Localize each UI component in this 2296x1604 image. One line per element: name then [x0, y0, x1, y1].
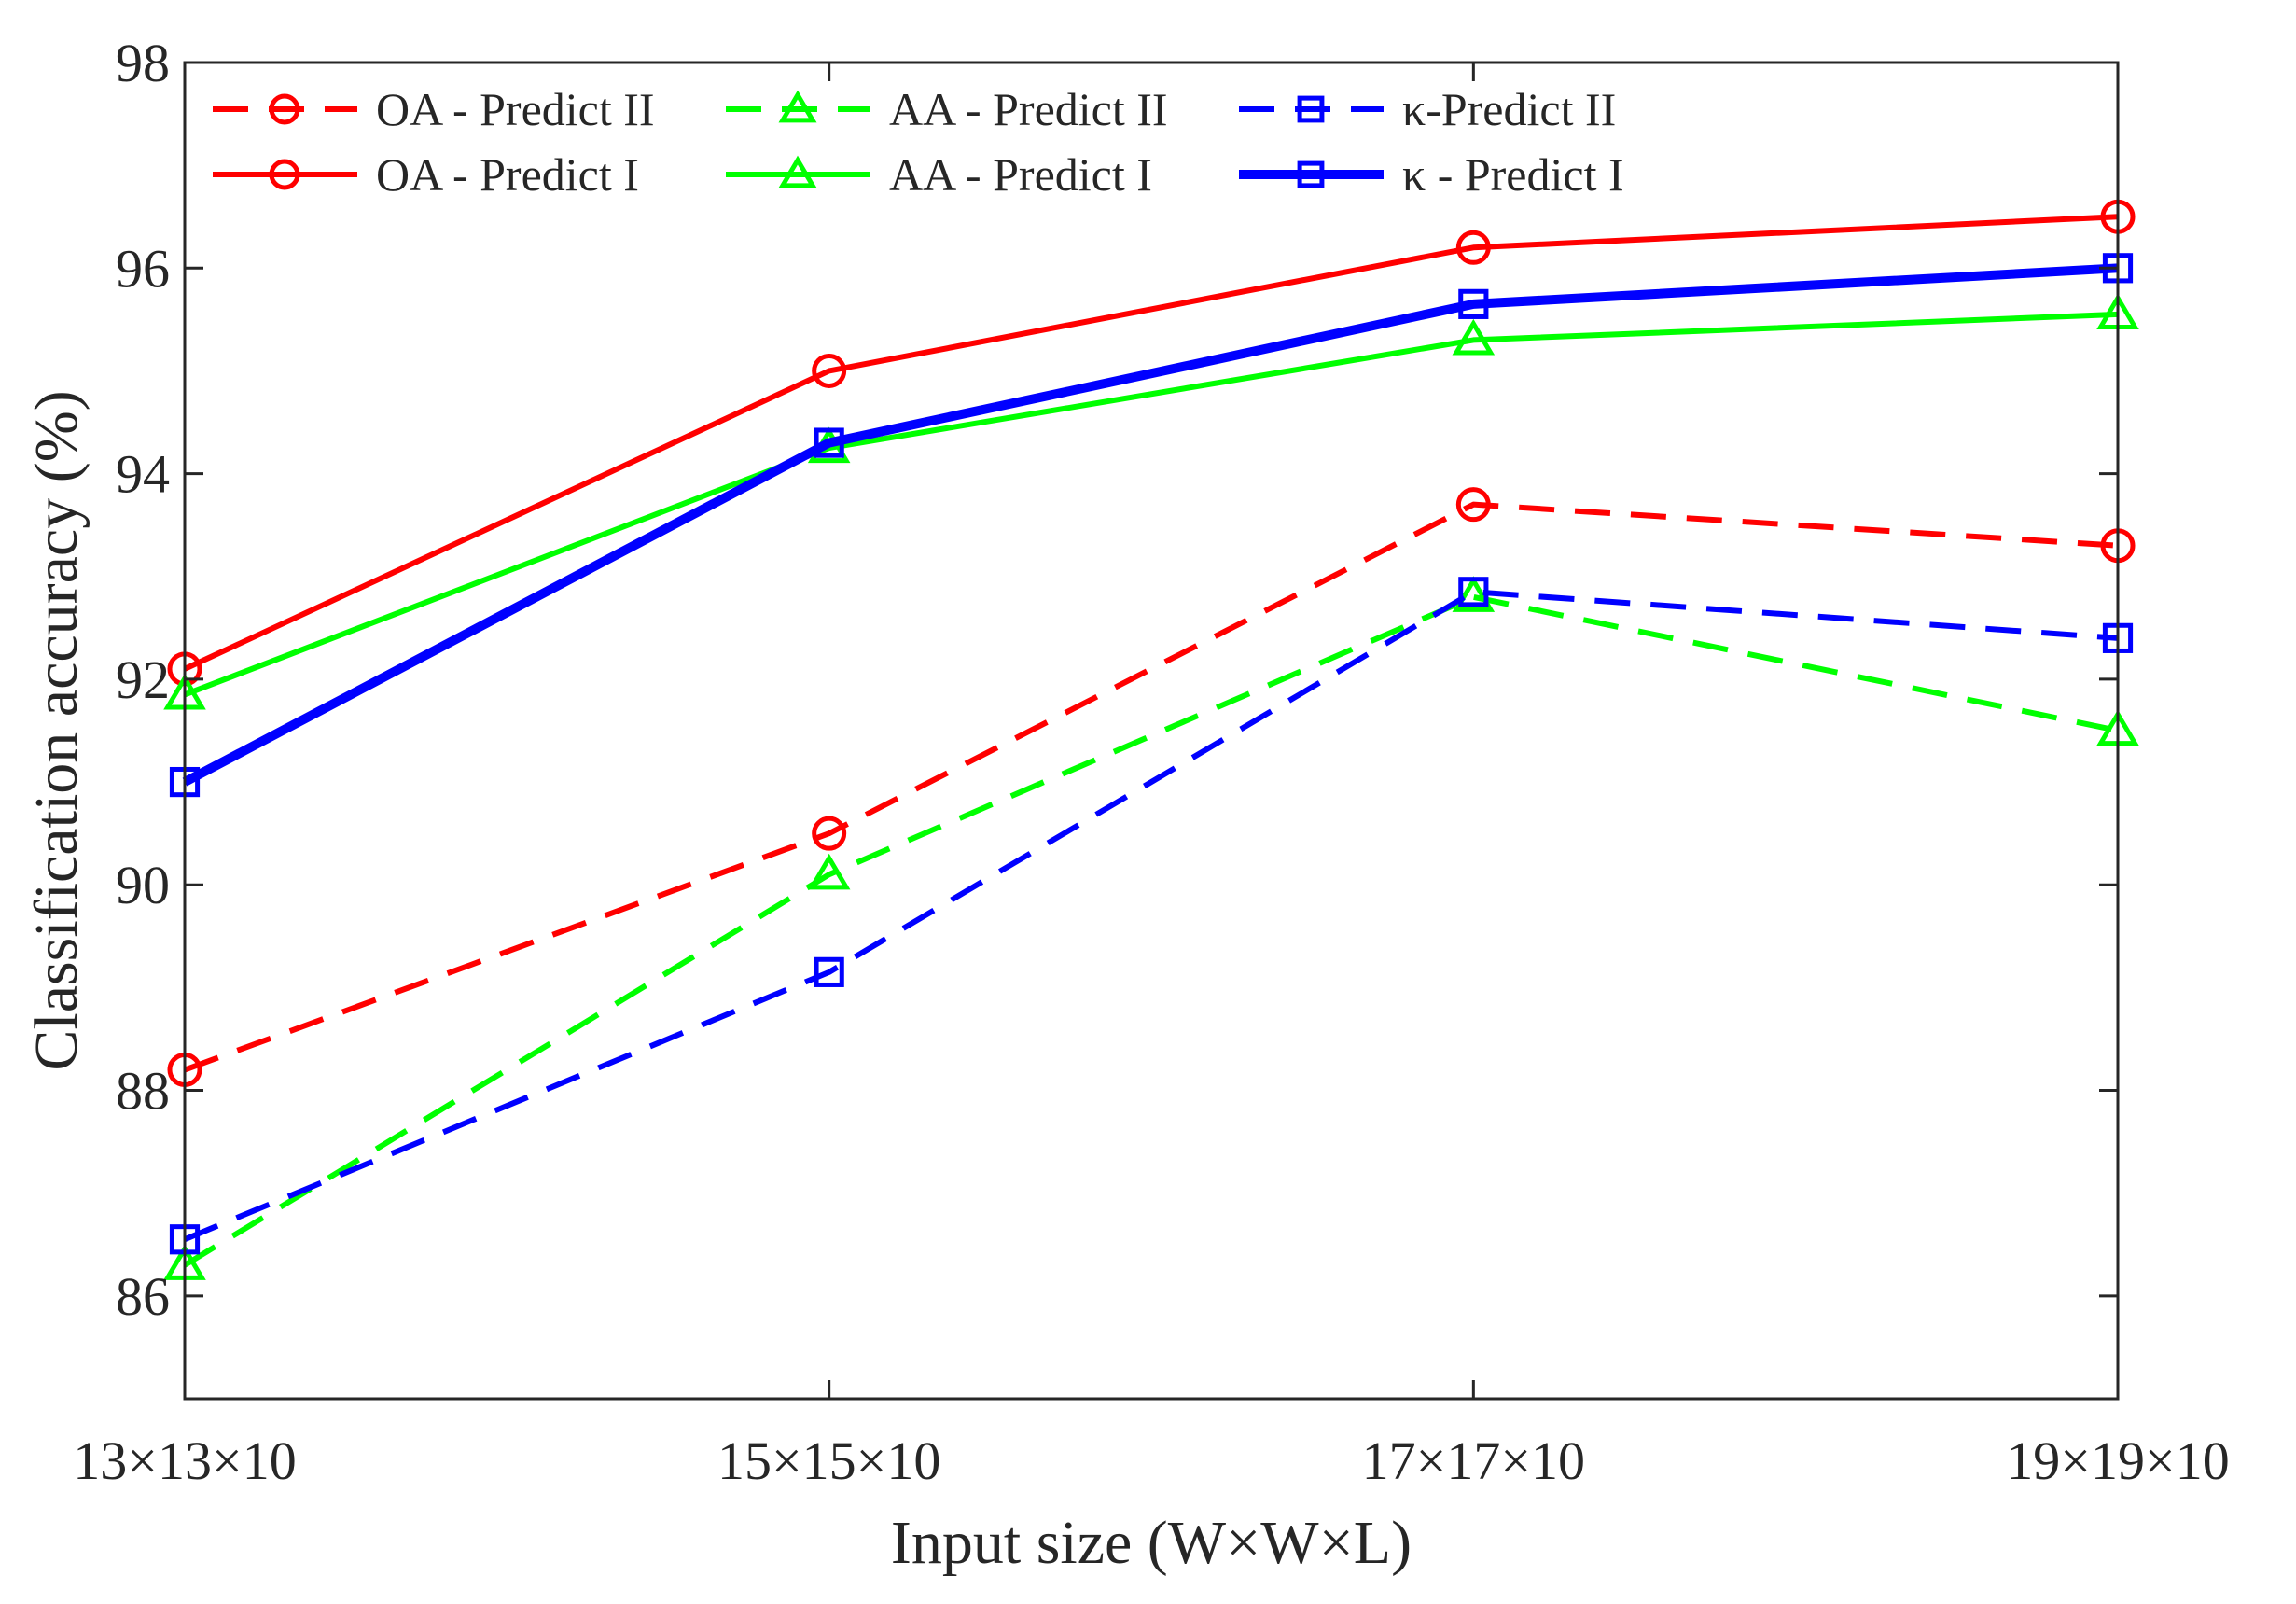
legend-label: AA - Predict II	[889, 83, 1168, 135]
legend-marker	[778, 90, 817, 123]
legend-marker	[269, 159, 300, 190]
data-point-marker	[1452, 318, 1496, 356]
x-tick-label: 17×17×10	[1362, 1430, 1585, 1491]
series-line	[183, 311, 2119, 698]
legend-entry: AA - Predict II	[726, 83, 1168, 135]
legend-marker	[1297, 95, 1325, 123]
x-tick-label: 13×13×10	[73, 1430, 296, 1491]
legend-label: OA - Predict I	[376, 148, 639, 201]
legend-marker	[269, 93, 300, 125]
data-point-marker	[1455, 230, 1491, 265]
series-group	[169, 577, 2134, 1255]
y-tick-label: 88	[116, 1061, 170, 1122]
legend-entry: OA - Predict II	[213, 83, 655, 135]
series-line	[183, 214, 2119, 672]
series-line	[183, 589, 2119, 1243]
legend: OA - Predict II AA - Predict II κ-Predict …	[213, 83, 1624, 201]
x-axis-title: Input size (W×W×L)	[891, 1509, 1412, 1577]
data-point-marker	[814, 427, 844, 458]
legend-label: κ - Predict I	[1402, 148, 1624, 201]
series-line	[183, 501, 2119, 1073]
x-tick-label: 19×19×10	[2006, 1430, 2229, 1491]
y-tick-label: 90	[116, 855, 170, 915]
legend-label: AA - Predict I	[889, 148, 1152, 201]
series-layer	[163, 199, 2139, 1280]
legend-marker	[778, 155, 817, 188]
legend-label: κ-Predict II	[1402, 83, 1616, 135]
legend-marker	[1297, 160, 1325, 188]
y-tick-label: 96	[116, 238, 170, 299]
legend-entry: AA - Predict I	[726, 148, 1152, 201]
data-point-marker	[1455, 487, 1491, 523]
data-point-marker	[1458, 577, 1489, 607]
data-point-marker	[1458, 288, 1489, 319]
plot-area-frame	[183, 61, 2120, 1401]
data-point-marker	[814, 956, 844, 987]
y-tick-label: 98	[116, 33, 170, 93]
data-point-marker	[812, 353, 847, 388]
y-tick-label: 92	[116, 649, 170, 710]
data-point-marker	[1452, 576, 1496, 612]
legend-entry: κ-Predict II	[1239, 83, 1616, 135]
data-point-marker	[807, 853, 851, 890]
legend-entry: κ - Predict I	[1239, 148, 1624, 201]
y-tick-label: 94	[116, 444, 170, 505]
x-tick-label: 15×15×10	[717, 1430, 940, 1491]
series-line	[182, 263, 2119, 787]
axis-ticks: 86 88 90 92 94 96 98 13×13×10 15×15×10 17×17×10 19…	[73, 33, 2229, 1491]
y-axis-title: Classification accuracy (%)	[22, 390, 90, 1070]
legend-label: OA - Predict II	[376, 83, 655, 135]
legend-entry: OA - Predict I	[213, 148, 639, 201]
y-tick-label: 86	[116, 1266, 170, 1327]
data-point-marker	[812, 816, 847, 851]
